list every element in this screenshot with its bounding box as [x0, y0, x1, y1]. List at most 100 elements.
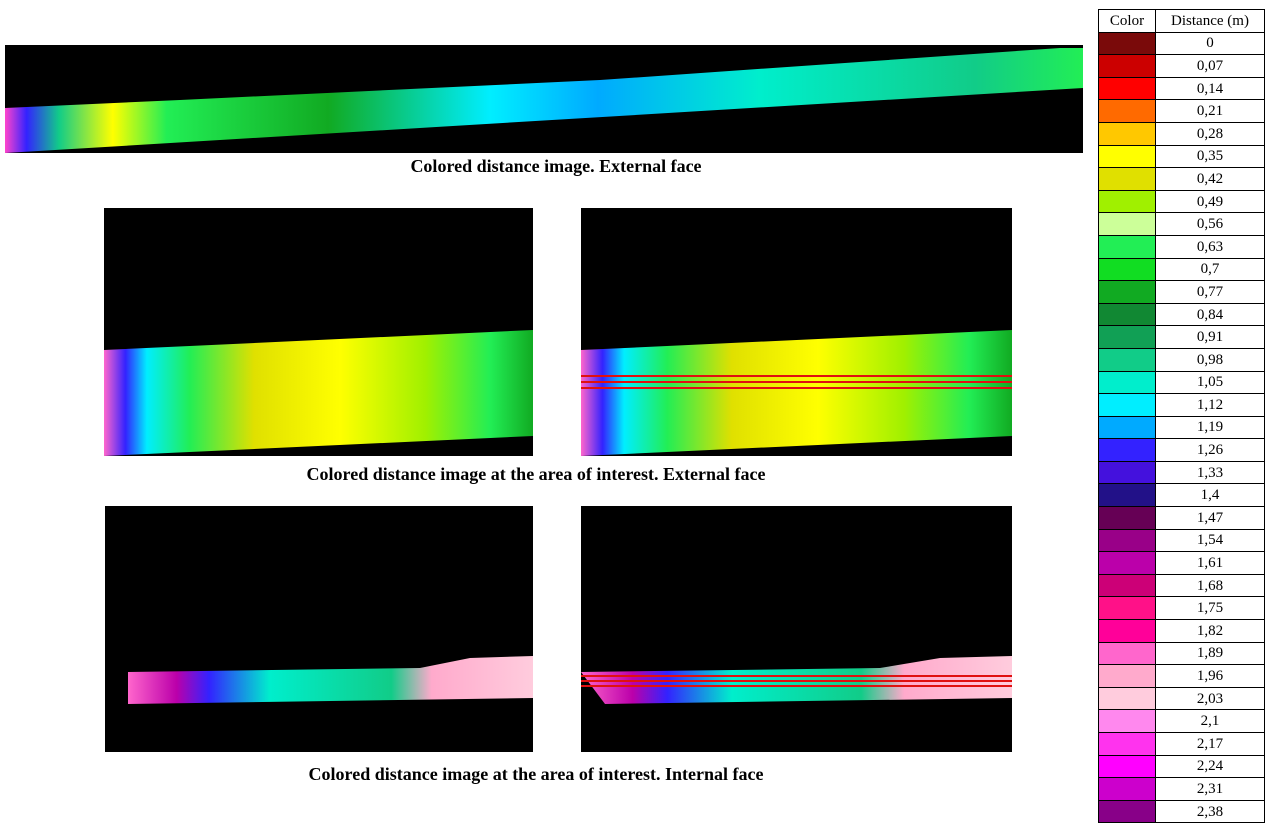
- legend-row: 0: [1099, 32, 1265, 55]
- color-swatch: [1099, 371, 1156, 394]
- color-swatch: [1099, 168, 1156, 191]
- distance-label: 1,68: [1156, 574, 1265, 597]
- color-swatch: [1099, 733, 1156, 756]
- distance-label: 0: [1156, 32, 1265, 55]
- legend-header: Color Distance (m): [1099, 10, 1265, 33]
- legend-row: 0,28: [1099, 122, 1265, 145]
- color-swatch: [1099, 439, 1156, 462]
- legend-row: 1,82: [1099, 620, 1265, 643]
- legend-row: 1,4: [1099, 484, 1265, 507]
- color-swatch: [1099, 77, 1156, 100]
- color-swatch: [1099, 529, 1156, 552]
- caption: Colored distance image at the area of in…: [309, 764, 764, 784]
- distance-label: 0,98: [1156, 348, 1265, 371]
- color-swatch: [1099, 258, 1156, 281]
- legend-row: 0,56: [1099, 213, 1265, 236]
- distance-label: 2,31: [1156, 778, 1265, 801]
- distance-label: 0,28: [1156, 122, 1265, 145]
- legend-row: 2,1: [1099, 710, 1265, 733]
- color-swatch: [1099, 597, 1156, 620]
- distance-label: 1,19: [1156, 416, 1265, 439]
- color-swatch: [1099, 507, 1156, 530]
- color-swatch: [1099, 574, 1156, 597]
- color-swatch: [1099, 235, 1156, 258]
- distance-label: 1,05: [1156, 371, 1265, 394]
- color-swatch: [1099, 665, 1156, 688]
- distance-label: 1,75: [1156, 597, 1265, 620]
- legend-row: 0,07: [1099, 55, 1265, 78]
- legend-row: 0,42: [1099, 168, 1265, 191]
- distance-label: 0,77: [1156, 281, 1265, 304]
- color-swatch: [1099, 394, 1156, 417]
- legend-row: 1,05: [1099, 371, 1265, 394]
- legend-row: 2,38: [1099, 800, 1265, 823]
- legend-row: 0,63: [1099, 235, 1265, 258]
- figure: Colored distance image. External face Co…: [0, 0, 1095, 798]
- legend-row: 2,17: [1099, 733, 1265, 756]
- distance-label: 0,7: [1156, 258, 1265, 281]
- legend-row: 1,61: [1099, 552, 1265, 575]
- legend-row: 0,7: [1099, 258, 1265, 281]
- image-low-right: [581, 506, 1012, 752]
- distance-label: 0,49: [1156, 190, 1265, 213]
- distance-label: 2,1: [1156, 710, 1265, 733]
- color-swatch: [1099, 687, 1156, 710]
- legend-row: 0,35: [1099, 145, 1265, 168]
- legend-row: 1,19: [1099, 416, 1265, 439]
- distance-label: 0,56: [1156, 213, 1265, 236]
- legend-row: 1,47: [1099, 507, 1265, 530]
- color-swatch: [1099, 755, 1156, 778]
- distance-label: 2,24: [1156, 755, 1265, 778]
- distance-label: 0,21: [1156, 100, 1265, 123]
- legend-row: 1,68: [1099, 574, 1265, 597]
- color-swatch: [1099, 800, 1156, 823]
- distance-label: 0,07: [1156, 55, 1265, 78]
- distance-label: 0,14: [1156, 77, 1265, 100]
- legend-row: 1,89: [1099, 642, 1265, 665]
- distance-label: 2,38: [1156, 800, 1265, 823]
- legend-row: 1,54: [1099, 529, 1265, 552]
- distance-label: 2,17: [1156, 733, 1265, 756]
- legend-row: 1,75: [1099, 597, 1265, 620]
- legend-row: 2,31: [1099, 778, 1265, 801]
- distance-label: 1,89: [1156, 642, 1265, 665]
- image-low-left: [105, 506, 533, 752]
- distance-label: 1,61: [1156, 552, 1265, 575]
- distance-label: 1,4: [1156, 484, 1265, 507]
- header-cell: Distance (m): [1156, 10, 1265, 33]
- color-swatch: [1099, 213, 1156, 236]
- color-swatch: [1099, 461, 1156, 484]
- legend-row: 0,91: [1099, 326, 1265, 349]
- image-mid-left: [104, 208, 533, 456]
- header-cell: Color: [1099, 10, 1156, 33]
- color-swatch: [1099, 190, 1156, 213]
- color-swatch: [1099, 484, 1156, 507]
- distance-label: 1,12: [1156, 394, 1265, 417]
- distance-label: 1,33: [1156, 461, 1265, 484]
- caption: Colored distance image. External face: [410, 156, 701, 176]
- color-swatch: [1099, 55, 1156, 78]
- color-swatch: [1099, 348, 1156, 371]
- color-swatch: [1099, 416, 1156, 439]
- distance-label: 0,91: [1156, 326, 1265, 349]
- color-swatch: [1099, 642, 1156, 665]
- color-swatch: [1099, 122, 1156, 145]
- legend-row: 0,14: [1099, 77, 1265, 100]
- color-swatch: [1099, 326, 1156, 349]
- legend-row: 1,12: [1099, 394, 1265, 417]
- color-swatch: [1099, 710, 1156, 733]
- color-swatch: [1099, 303, 1156, 326]
- legend-row: 1,96: [1099, 665, 1265, 688]
- legend-row: 1,33: [1099, 461, 1265, 484]
- distance-label: 0,35: [1156, 145, 1265, 168]
- legend-row: 0,98: [1099, 348, 1265, 371]
- legend-row: 0,77: [1099, 281, 1265, 304]
- legend-row: 0,49: [1099, 190, 1265, 213]
- color-swatch: [1099, 32, 1156, 55]
- distance-label: 1,54: [1156, 529, 1265, 552]
- distance-label: 0,63: [1156, 235, 1265, 258]
- distance-label: 1,47: [1156, 507, 1265, 530]
- image-top: [5, 45, 1083, 153]
- image-mid-right: [581, 208, 1012, 456]
